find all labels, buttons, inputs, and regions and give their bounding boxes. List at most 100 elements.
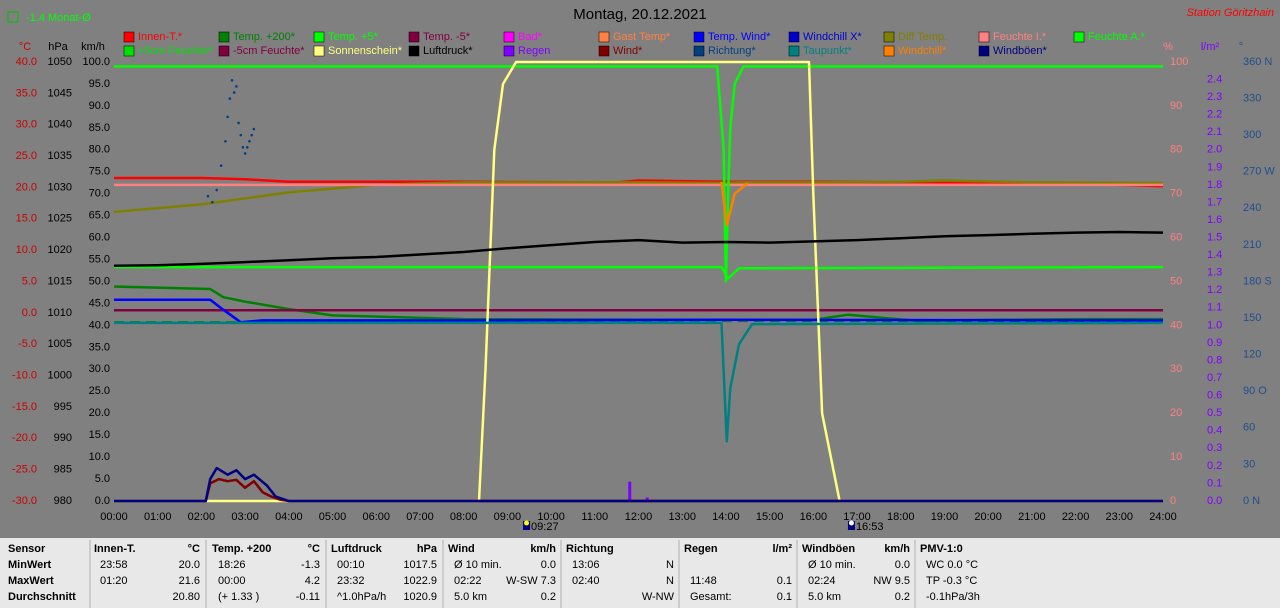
x-tick-label: 23:00 xyxy=(1106,511,1134,523)
table-cell: 23:32 xyxy=(337,575,365,587)
y-tick-label: 1.3 xyxy=(1207,267,1222,279)
y-tick-label: 0.2 xyxy=(1207,460,1222,472)
y-tick-label: 95.0 xyxy=(89,78,110,90)
y-tick-label: 30.0 xyxy=(16,119,37,131)
y-tick-label: 0 xyxy=(1170,495,1176,507)
legend-swatch xyxy=(408,45,420,57)
table-cell: W-NW xyxy=(642,591,675,603)
table-cell: 00:00 xyxy=(218,575,246,587)
table-cell: 5.0 km xyxy=(808,591,841,603)
table-cell: 02:22 xyxy=(454,575,482,587)
direction-dot xyxy=(237,121,240,125)
table-header: Windböen xyxy=(802,543,855,555)
legend-label: Windchill X* xyxy=(803,31,862,43)
rain-bar xyxy=(628,481,632,501)
table-cell: 02:24 xyxy=(808,575,836,587)
y-tick-label: -5.0 xyxy=(18,338,37,350)
axis-unit-label: l/m² xyxy=(1201,41,1220,53)
y-tick-label: 1030 xyxy=(48,181,72,193)
table-cell: 0.0 xyxy=(541,559,556,571)
y-tick-label: 15.0 xyxy=(16,213,37,225)
direction-dot xyxy=(241,146,245,149)
x-tick-label: 15:00 xyxy=(756,511,784,523)
y-tick-label: 210 xyxy=(1243,239,1261,251)
y-tick-label: 60 xyxy=(1243,422,1255,434)
x-tick-label: 08:00 xyxy=(450,511,478,523)
x-tick-label: 10:00 xyxy=(537,511,565,523)
legend-label: Diff Temp. xyxy=(898,31,947,43)
y-tick-label: 1.6 xyxy=(1207,214,1222,226)
direction-dot xyxy=(248,139,251,143)
x-tick-label: 16:00 xyxy=(800,511,828,523)
y-tick-label: 330 xyxy=(1243,92,1261,104)
series-line xyxy=(114,60,1163,503)
rain-bar xyxy=(645,497,649,501)
sunset-sun-icon xyxy=(848,520,854,526)
sunrise-sun-icon xyxy=(524,520,530,526)
y-tick-label: 1040 xyxy=(48,119,72,131)
y-tick-label: 0.9 xyxy=(1207,337,1222,349)
series-line xyxy=(114,65,1163,283)
series-line xyxy=(114,321,1164,443)
y-tick-label: 1045 xyxy=(48,87,72,99)
y-tick-label: -15.0 xyxy=(12,401,37,413)
y-tick-label: 55.0 xyxy=(89,253,110,265)
direction-dot xyxy=(228,97,232,100)
direction-dot xyxy=(235,85,238,88)
legend-swatch xyxy=(598,45,610,57)
x-tick-label: 06:00 xyxy=(362,511,390,523)
legend-label: Taupunkt* xyxy=(803,45,853,57)
y-tick-label: 30.0 xyxy=(89,363,110,375)
y-tick-label: 0.7 xyxy=(1207,372,1222,384)
table-header: Sensor xyxy=(8,543,46,555)
table-cell: Durchschnitt xyxy=(8,591,76,603)
y-tick-label: 300 xyxy=(1243,129,1261,141)
x-tick-label: 02:00 xyxy=(188,511,216,523)
y-tick-label: 1000 xyxy=(48,369,72,381)
legend-swatch xyxy=(788,45,800,57)
legend-label: Regen xyxy=(518,45,550,57)
table-unit: km/h xyxy=(530,543,556,555)
x-tick-label: 09:00 xyxy=(494,511,522,523)
table-cell: MinWert xyxy=(8,559,52,571)
table-cell: 21.6 xyxy=(179,575,200,587)
legend-label: Gast Temp* xyxy=(613,31,671,43)
y-tick-label: 270 W xyxy=(1243,166,1275,178)
y-tick-label: 50 xyxy=(1170,275,1182,287)
legend-swatch xyxy=(978,45,990,57)
x-tick-label: 20:00 xyxy=(974,511,1002,523)
legend-label: Windböen* xyxy=(993,45,1048,57)
table-cell: NW 9.5 xyxy=(873,575,910,587)
y-tick-label: 100.0 xyxy=(82,56,110,68)
y-tick-label: 0.8 xyxy=(1207,354,1222,366)
legend-swatch xyxy=(693,31,705,43)
y-tick-label: 1035 xyxy=(48,150,72,162)
x-tick-label: 24:00 xyxy=(1149,511,1177,523)
table-cell: Ø 10 min. xyxy=(808,559,856,571)
y-tick-label: 0.4 xyxy=(1207,425,1222,437)
table-cell: 23:58 xyxy=(100,559,128,571)
direction-dot xyxy=(226,115,229,119)
direction-dot xyxy=(252,127,256,131)
y-tick-label: 0.0 xyxy=(22,307,37,319)
y-tick-label: 2.4 xyxy=(1207,73,1222,85)
legend-swatch xyxy=(218,45,230,57)
table-cell: (+ 1.33 ) xyxy=(218,591,259,603)
table-unit: hPa xyxy=(417,543,438,555)
legend-label: Innen-T.* xyxy=(138,31,183,43)
y-tick-label: 10.0 xyxy=(89,451,110,463)
y-tick-label: 100 xyxy=(1170,56,1188,68)
y-tick-label: 20.0 xyxy=(89,407,110,419)
table-header: Wind xyxy=(448,543,475,555)
table-cell: 18:26 xyxy=(218,559,246,571)
y-tick-label: 0.6 xyxy=(1207,390,1222,402)
month-average-checkbox[interactable] xyxy=(7,11,19,23)
table-cell: -0.11 xyxy=(296,591,320,603)
y-tick-label: 70 xyxy=(1170,188,1182,200)
y-tick-label: 60.0 xyxy=(89,232,110,244)
table-cell: 00:10 xyxy=(337,559,365,571)
x-tick-label: 01:00 xyxy=(144,511,172,523)
legend-swatch xyxy=(693,45,705,57)
y-tick-label: 90 xyxy=(1170,100,1182,112)
y-tick-label: 990 xyxy=(54,432,72,444)
